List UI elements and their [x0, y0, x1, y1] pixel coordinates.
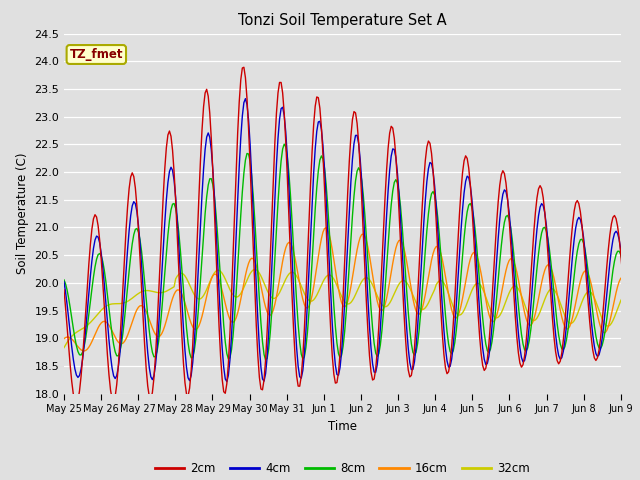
Y-axis label: Soil Temperature (C): Soil Temperature (C)	[16, 153, 29, 275]
Title: Tonzi Soil Temperature Set A: Tonzi Soil Temperature Set A	[238, 13, 447, 28]
Text: TZ_fmet: TZ_fmet	[70, 48, 123, 61]
X-axis label: Time: Time	[328, 420, 357, 432]
Legend: 2cm, 4cm, 8cm, 16cm, 32cm: 2cm, 4cm, 8cm, 16cm, 32cm	[150, 457, 535, 480]
